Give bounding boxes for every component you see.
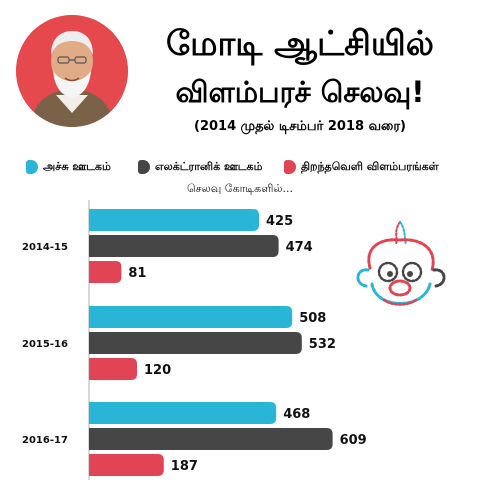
bar — [89, 306, 293, 328]
bar-value-label: 187 — [171, 459, 198, 474]
category-label: 2015-16 — [22, 339, 68, 350]
period-subtitle: (2014 முதல் டிசம்பர் 2018 வரை) — [194, 119, 406, 134]
legend-swatch-electronic — [138, 160, 150, 174]
bar-value-label: 81 — [128, 266, 146, 281]
cartoon-mascot-illustration — [356, 221, 446, 306]
legend-item-outdoor: திறந்தவெளி விளம்பரங்கள் — [284, 159, 439, 175]
legend-item-print: அச்சு ஊடகம் — [26, 159, 111, 175]
legend-label-outdoor: திறந்தவெளி விளம்பரங்கள் — [301, 159, 439, 173]
bar-value-label: 474 — [286, 240, 313, 255]
bar — [89, 454, 164, 476]
unit-note: செலவு கோடிகளில்... — [187, 182, 293, 195]
bar — [89, 358, 137, 380]
legend-item-electronic: எலக்ட்ரானிக் ஊடகம் — [138, 159, 262, 175]
bar-value-label: 468 — [283, 407, 310, 422]
portrait-image — [16, 15, 128, 127]
bar-value-label: 425 — [266, 214, 293, 229]
bar — [89, 235, 279, 257]
portrait-illustration — [16, 15, 128, 127]
legend-swatch-outdoor — [284, 160, 296, 174]
legend-label-print: அச்சு ஊடகம் — [43, 159, 111, 173]
bar-value-label: 120 — [144, 363, 171, 378]
title-line-1: மோடி ஆட்சியில் — [166, 24, 434, 64]
bar — [89, 332, 302, 354]
title-line-2: விளம்பரச் செலவு! — [175, 75, 425, 109]
category-label: 2014-15 — [22, 242, 68, 253]
bar-value-label: 508 — [299, 311, 326, 326]
legend-label-electronic: எலக்ட்ரானிக் ஊடகம் — [155, 159, 263, 173]
bar — [89, 402, 277, 424]
bar — [89, 261, 122, 283]
bar-value-label: 609 — [340, 433, 367, 448]
bar — [89, 209, 259, 231]
category-label: 2016-17 — [22, 435, 68, 446]
legend-swatch-print — [26, 160, 38, 174]
bar — [89, 428, 333, 450]
bar-value-label: 532 — [309, 337, 336, 352]
